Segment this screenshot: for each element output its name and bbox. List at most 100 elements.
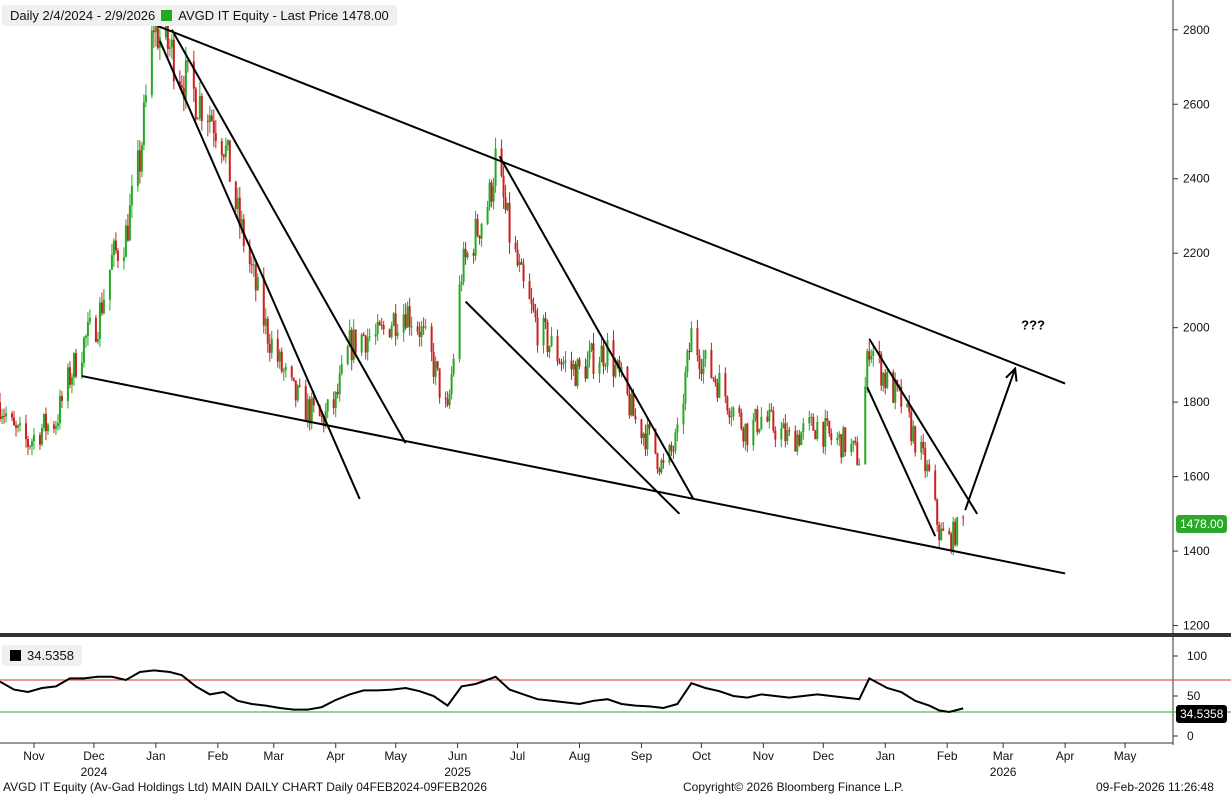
price-candle-body — [812, 416, 815, 431]
time-axis-month-label: Nov — [753, 749, 774, 763]
price-candle-body — [618, 360, 621, 372]
price-candle-body — [224, 145, 227, 157]
question-annotation: ??? — [1021, 318, 1045, 333]
series-label: AVGD IT Equity - Last Price 1478.00 — [178, 8, 389, 23]
price-candle-body — [752, 419, 755, 446]
price-candle-body — [424, 326, 427, 328]
price-candle-body — [70, 377, 73, 385]
price-candle-body — [922, 441, 925, 449]
price-candle-body — [228, 140, 231, 182]
price-candle-body — [712, 377, 715, 379]
price-candle-body — [584, 366, 587, 379]
price-candle-body — [18, 423, 21, 426]
price-candle-body — [586, 359, 589, 379]
price-axis-tick-label: 1800 — [1183, 395, 1210, 409]
time-axis-month-label: Mar — [263, 749, 284, 763]
price-candle-body — [814, 430, 817, 440]
price-candle-body — [830, 433, 833, 441]
price-candle-body — [270, 338, 273, 353]
price-candle-body — [548, 346, 551, 353]
price-candle-body — [282, 370, 285, 372]
price-candle-body — [388, 329, 391, 338]
price-candle-body — [318, 405, 321, 416]
price-candle-body — [210, 115, 213, 121]
price-candle-body — [126, 225, 129, 241]
price-candle-body — [606, 340, 609, 366]
price-candle-body — [728, 410, 731, 418]
price-candle-body — [408, 306, 411, 327]
price-candle-body — [714, 378, 717, 383]
price-candle-body — [338, 373, 341, 395]
price-candle-body — [616, 360, 619, 365]
price-candle-body — [68, 367, 71, 385]
price-candle-body — [74, 353, 77, 377]
price-candle-body — [726, 396, 729, 411]
price-candle-body — [306, 399, 309, 421]
projection-arrow-head — [1005, 366, 1018, 382]
price-candle-body — [320, 415, 323, 418]
price-candle-body — [614, 364, 617, 377]
price-candle-body — [810, 416, 813, 418]
price-candle-body — [46, 424, 49, 432]
time-axis-month-label: Feb — [937, 749, 958, 763]
price-candle-body — [476, 218, 479, 236]
price-candle-body — [4, 413, 7, 417]
price-candle-body — [192, 61, 195, 89]
price-candle-body — [378, 321, 381, 326]
price-candle-body — [276, 338, 279, 362]
price-candle-body — [840, 434, 843, 458]
price-candle-body — [292, 377, 295, 381]
price-candle-body — [310, 397, 313, 424]
time-axis-month-label: Sep — [631, 749, 653, 763]
price-candle-body — [108, 269, 111, 300]
price-candle-body — [676, 424, 679, 433]
price-candle-body — [144, 95, 147, 103]
price-candle-body — [598, 362, 601, 374]
price-candle-body — [98, 302, 101, 339]
price-candle-body — [452, 358, 455, 375]
price-candle-body — [770, 409, 773, 411]
rsi-value-label: 34.5358 — [27, 648, 74, 663]
price-candle-body — [374, 334, 377, 337]
price-candle-body — [394, 313, 397, 336]
price-candle-body — [570, 360, 573, 370]
price-candle-body — [600, 345, 603, 363]
price-candle-body — [122, 256, 125, 261]
price-candle-body — [702, 358, 705, 374]
price-candle-body — [576, 359, 579, 386]
price-candle-body — [40, 427, 43, 445]
price-candle-body — [434, 361, 437, 377]
price-candle-body — [14, 425, 17, 428]
price-candle-body — [336, 391, 339, 395]
price-candle-body — [366, 337, 369, 353]
price-candle-body — [630, 393, 633, 416]
price-candle-body — [326, 399, 329, 412]
footer-left: AVGD IT Equity (Av-Gad Holdings Ltd) MAI… — [3, 780, 487, 794]
price-candle-body — [430, 326, 433, 353]
price-candle-body — [450, 374, 453, 395]
price-candle-body — [912, 426, 915, 442]
price-candle-body — [788, 430, 791, 432]
time-axis-month-label: Jan — [876, 749, 895, 763]
price-candle-body — [844, 427, 847, 453]
lower-wedge-line — [81, 375, 1066, 575]
price-candle-body — [940, 528, 943, 541]
price-candle-body — [854, 440, 857, 443]
price-candle-body — [332, 399, 335, 408]
price-candle-body — [486, 206, 489, 224]
price-candle-body — [490, 182, 493, 202]
price-candle-body — [746, 423, 749, 446]
price-candle-body — [886, 371, 889, 388]
decline-channel-3-right — [868, 338, 979, 515]
price-candle-body — [480, 223, 483, 239]
price-candle-body — [508, 202, 511, 243]
upper-wedge-line — [157, 25, 1066, 385]
time-axis-month-label: Aug — [569, 749, 590, 763]
time-axis-month-label: Mar — [993, 749, 1014, 763]
price-candle-body — [354, 329, 357, 353]
price-candle-body — [380, 325, 383, 327]
price-candle-body — [948, 530, 951, 534]
price-candle-body — [926, 464, 929, 472]
price-candle-body — [58, 395, 61, 424]
